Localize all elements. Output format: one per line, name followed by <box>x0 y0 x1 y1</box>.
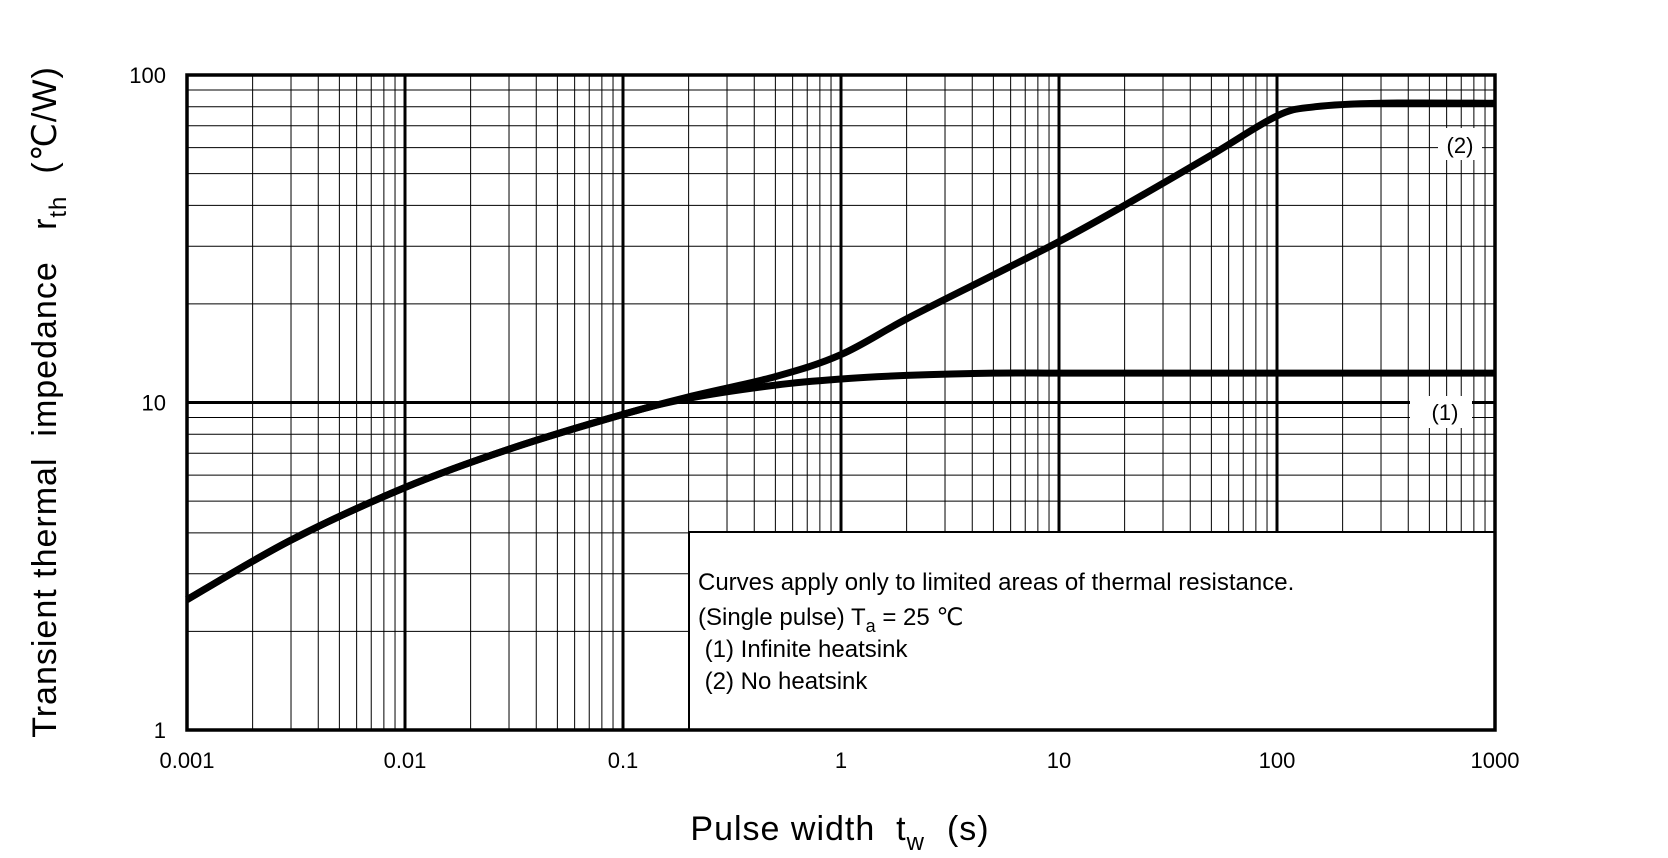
annotation-line-2-suffix: = 25 ℃ <box>876 604 964 631</box>
annotation-line-3: (1) Infinite heatsink <box>698 636 908 663</box>
x-axis-title-sub: w <box>906 829 925 856</box>
plot-frame <box>185 73 1497 732</box>
annotation-line-2-sub: a <box>866 616 877 636</box>
y-tick-label: 1 <box>154 718 166 743</box>
series-2-label: (2) <box>1447 133 1474 158</box>
x-tick-label: 0.01 <box>384 748 427 773</box>
x-tick-label: 100 <box>1259 748 1296 773</box>
series-1-label: (1) <box>1432 400 1459 425</box>
x-tick-label: 0.1 <box>608 748 639 773</box>
series-1-label-bg <box>1410 396 1472 428</box>
x-tick-label: 10 <box>1047 748 1071 773</box>
x-axis-title-main: Pulse width t <box>690 810 906 848</box>
annotation-box <box>688 531 1496 731</box>
y-axis-title: Transient thermal impedance rth (℃/W) <box>26 66 72 738</box>
series-2-label-bg <box>1438 128 1482 160</box>
series-2-curve <box>185 99 1496 603</box>
y-tick-labels: 1 10 100 <box>129 63 166 743</box>
x-tick-label: 1 <box>835 748 847 773</box>
annotation-line-2-prefix: (Single pulse) T <box>698 604 866 631</box>
x-axis-title: Pulse width tw (s) <box>690 810 989 856</box>
annotation-line-2: (Single pulse) Ta = 25 ℃ <box>698 604 963 636</box>
x-tick-labels: 0.001 0.01 0.1 1 10 100 1000 <box>159 748 1519 773</box>
x-tick-label: 1000 <box>1471 748 1520 773</box>
y-axis-title-unit: (℃/W) <box>26 66 64 173</box>
y-tick-label: 100 <box>129 63 166 88</box>
x-tick-label: 0.001 <box>159 748 214 773</box>
annotation-line-4: (2) No heatsink <box>698 668 868 695</box>
x-axis-title-unit: (s) <box>947 810 990 848</box>
y-tick-label: 10 <box>142 391 166 416</box>
y-axis-title-sub: th <box>45 196 72 218</box>
annotation-line-1: Curves apply only to limited areas of th… <box>698 569 1294 596</box>
series-group <box>185 99 1496 603</box>
y-axis-title-main: Transient thermal impedance r <box>26 218 64 738</box>
